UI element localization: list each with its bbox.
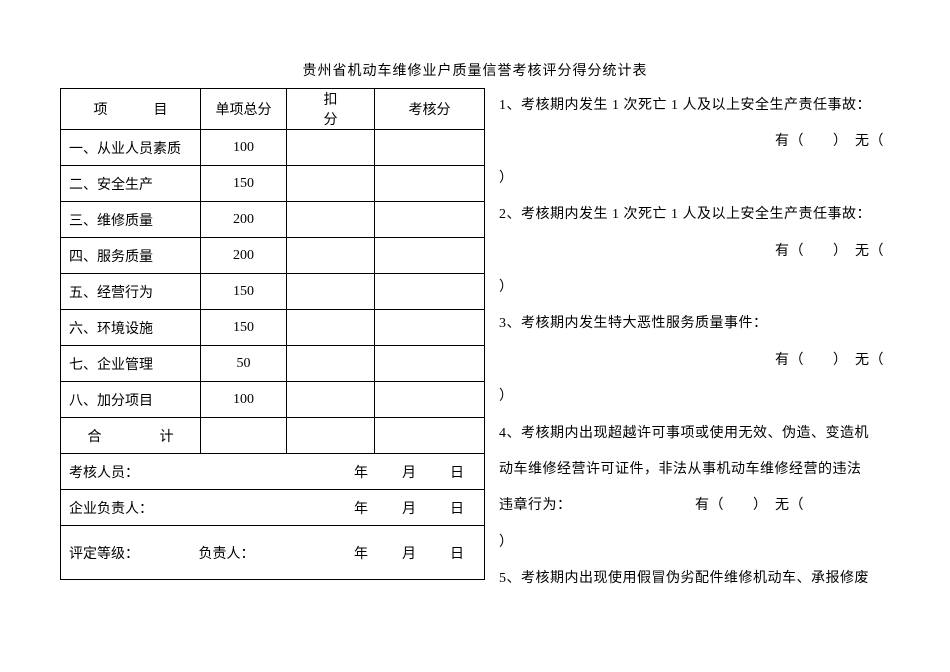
cell-total: 200	[201, 202, 287, 238]
cell-deduct	[287, 274, 375, 310]
cell-item: 六、环境设施	[61, 310, 201, 346]
cell-total: 100	[201, 130, 287, 166]
date-label: 年 月 日	[354, 462, 474, 482]
assessor-row: 考核人员： 年 月 日	[61, 454, 485, 490]
cell-total: 150	[201, 310, 287, 346]
manager-label: 企业负责人：	[69, 502, 153, 517]
table-row: 七、企业管理 50	[61, 346, 485, 382]
cell-total: 150	[201, 274, 287, 310]
note-line: 2、考核期内发生 1 次死亡 1 人及以上安全生产责任事故：	[499, 197, 890, 233]
cell-item: 三、维修质量	[61, 202, 201, 238]
assessor-label: 考核人员：	[69, 466, 139, 481]
notes-column: 1、考核期内发生 1 次死亡 1 人及以上安全生产责任事故： 有（ ） 无（ ）…	[485, 88, 890, 597]
note-line: ）	[499, 270, 890, 306]
note-check: 有（ ） 无（	[499, 343, 890, 379]
cell-total: 200	[201, 238, 287, 274]
page-title: 贵州省机动车维修业户质量信誉考核评分得分统计表	[60, 60, 890, 80]
grade-row: 评定等级： 负责人： 年 月 日	[61, 526, 485, 580]
main-layout: 项 目 单项总分 扣 分 考核分 一、从业人员素质 100 二、安全生产 150…	[60, 88, 890, 597]
note-line: 4、考核期内出现超越许可事项或使用无效、伪造、变造机	[499, 416, 890, 452]
table-column: 项 目 单项总分 扣 分 考核分 一、从业人员素质 100 二、安全生产 150…	[60, 88, 485, 597]
note-line: 3、考核期内发生特大恶性服务质量事件：	[499, 306, 890, 342]
table-row: 八、加分项目 100	[61, 382, 485, 418]
note-line: 动车维修经营许可证件，非法从事机动车维修经营的违法	[499, 452, 890, 488]
cell-deduct	[287, 310, 375, 346]
table-row: 二、安全生产 150	[61, 166, 485, 202]
cell-deduct-sum	[287, 418, 375, 454]
cell-score	[375, 202, 485, 238]
manager-row: 企业负责人： 年 月 日	[61, 490, 485, 526]
cell-deduct	[287, 130, 375, 166]
cell-item: 八、加分项目	[61, 382, 201, 418]
leader-label: 负责人：	[199, 547, 255, 562]
cell-total: 100	[201, 382, 287, 418]
table-row: 三、维修质量 200	[61, 202, 485, 238]
cell-score	[375, 346, 485, 382]
table-row: 一、从业人员素质 100	[61, 130, 485, 166]
cell-deduct	[287, 238, 375, 274]
cell-score	[375, 238, 485, 274]
cell-item: 二、安全生产	[61, 166, 201, 202]
assessor-cell: 考核人员： 年 月 日	[61, 454, 485, 490]
cell-item: 四、服务质量	[61, 238, 201, 274]
table-row: 五、经营行为 150	[61, 274, 485, 310]
date-label: 年 月 日	[354, 498, 474, 518]
table-row: 六、环境设施 150	[61, 310, 485, 346]
table-header-row: 项 目 单项总分 扣 分 考核分	[61, 89, 485, 130]
cell-score	[375, 166, 485, 202]
cell-total-label: 合 计	[61, 418, 201, 454]
cell-deduct	[287, 346, 375, 382]
cell-deduct	[287, 166, 375, 202]
note-check: 有（ ） 无（	[499, 234, 890, 270]
header-item: 项 目	[61, 89, 201, 130]
table-total-row: 合 计	[61, 418, 485, 454]
header-score: 考核分	[375, 89, 485, 130]
header-deduct: 扣 分	[287, 89, 375, 130]
cell-total-sum	[201, 418, 287, 454]
cell-item: 一、从业人员素质	[61, 130, 201, 166]
cell-score	[375, 130, 485, 166]
grade-cell: 评定等级： 负责人： 年 月 日	[61, 526, 485, 580]
note-line: ）	[499, 379, 890, 415]
cell-total: 150	[201, 166, 287, 202]
note-line: ）	[499, 161, 890, 197]
note-check: 有（ ） 无（	[499, 124, 890, 160]
cell-deduct	[287, 382, 375, 418]
cell-score	[375, 274, 485, 310]
grade-label: 评定等级：	[69, 547, 139, 562]
score-table: 项 目 单项总分 扣 分 考核分 一、从业人员素质 100 二、安全生产 150…	[60, 88, 485, 580]
note-line: 5、考核期内出现使用假冒伪劣配件维修机动车、承报修废	[499, 561, 890, 597]
cell-score	[375, 310, 485, 346]
cell-total: 50	[201, 346, 287, 382]
cell-score	[375, 382, 485, 418]
note-line: ）	[499, 525, 890, 561]
header-total: 单项总分	[201, 89, 287, 130]
cell-deduct	[287, 202, 375, 238]
note-line: 违章行为： 有（ ） 无（	[499, 488, 890, 524]
manager-cell: 企业负责人： 年 月 日	[61, 490, 485, 526]
note-line: 1、考核期内发生 1 次死亡 1 人及以上安全生产责任事故：	[499, 88, 890, 124]
cell-score-sum	[375, 418, 485, 454]
cell-item: 五、经营行为	[61, 274, 201, 310]
table-row: 四、服务质量 200	[61, 238, 485, 274]
cell-item: 七、企业管理	[61, 346, 201, 382]
date-label: 年 月 日	[354, 543, 474, 563]
